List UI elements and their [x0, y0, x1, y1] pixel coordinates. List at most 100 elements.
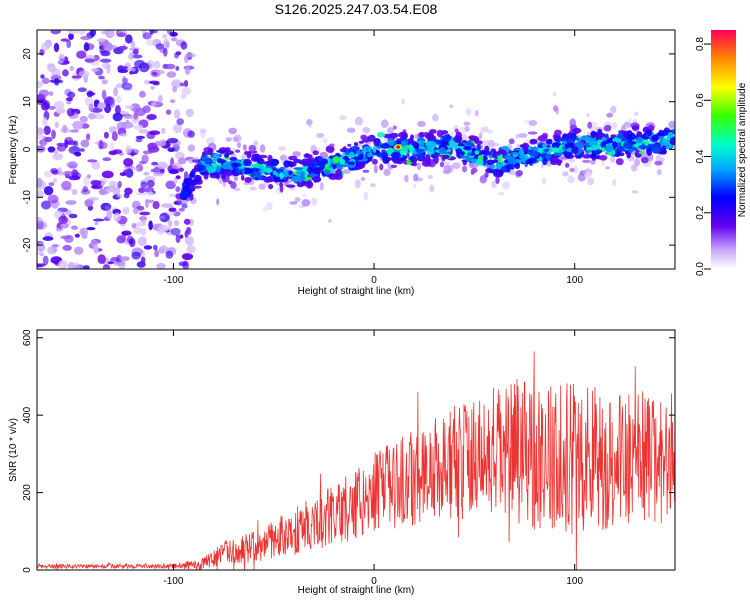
spectrogram-cell [61, 180, 72, 190]
spectrogram-cell [94, 99, 100, 105]
spectrogram-cell [347, 161, 355, 165]
spectrogram-cell [152, 201, 160, 210]
spectrogram-cell [102, 157, 112, 162]
spectrogram-cell [64, 139, 69, 149]
snr-x-tick-label: 100 [566, 576, 583, 587]
spectrogram-cell [515, 170, 523, 177]
spectrogram-cell [71, 225, 78, 230]
spectrogram-cell [582, 159, 591, 163]
spectrogram-cell [225, 137, 232, 142]
spectrogram-cell [418, 141, 426, 148]
spectrogram-cell [87, 159, 98, 163]
spectrogram-cell [58, 215, 69, 224]
spectrogram-cell [392, 125, 397, 130]
spectrogram-cell [380, 143, 391, 149]
spectrogram-cell [497, 149, 507, 155]
spectrogram-cell [183, 80, 189, 87]
spectrogram-cell [121, 121, 134, 129]
spectrogram-cell [461, 131, 466, 135]
spectrogram-cell [350, 146, 360, 152]
spectrogram-cell [50, 30, 61, 35]
spectrogram-cell [235, 149, 241, 153]
spectrogram-cell [580, 135, 590, 141]
spectrogram-cell [150, 86, 155, 90]
spectrogram-cell [136, 192, 149, 196]
spectrogram-cell [636, 136, 643, 144]
spectrogram-cell [510, 152, 520, 156]
spectrogram-cell [323, 169, 331, 176]
spectrogram-cell [206, 165, 217, 174]
spectrogram-cell [623, 122, 633, 127]
spectrogram-cell [43, 125, 51, 135]
spectrogram-cell [605, 144, 614, 153]
spectrogram-cell [389, 132, 399, 139]
spectrogram-cell [158, 215, 166, 220]
spectrogram-cell [552, 147, 559, 153]
spectrogram-cell [584, 171, 592, 179]
spectrogram-cell [167, 137, 179, 144]
spectrogram-cell [354, 179, 361, 189]
spectrogram-cell [460, 151, 465, 155]
spectrogram-x-ticks: -100 0 100 [163, 30, 583, 286]
spectrogram-cell [71, 189, 78, 195]
spectrogram-cell [106, 64, 111, 74]
spectrogram-cell [515, 133, 520, 139]
spectrogram-cell [103, 131, 109, 139]
spectrogram-cell [188, 158, 195, 164]
spectrogram-cell [659, 137, 663, 146]
colorbar-gradient [711, 30, 736, 269]
spectrogram-cell [272, 170, 277, 175]
spectrogram-cell [167, 147, 176, 152]
spectrogram-cell [179, 82, 185, 87]
spectrogram-cell [105, 97, 114, 106]
colorbar-tick-label: 0.2 [695, 205, 706, 219]
snr-y-tick-label: 200 [22, 484, 33, 501]
spectrogram-cell [334, 173, 343, 181]
spectrogram-cell [183, 54, 189, 64]
spectrogram-cell [289, 162, 294, 168]
spectrogram-cell [518, 133, 528, 138]
spectrogram-cell [121, 82, 133, 90]
spectrogram-cell [77, 87, 87, 92]
spectrogram-cell [605, 166, 610, 170]
spectrogram-cell [137, 236, 147, 247]
spectrogram-cell [507, 157, 517, 166]
spectrogram-cell [360, 134, 368, 140]
spectrogram-cell [310, 161, 319, 165]
spectrogram-cell [329, 143, 335, 147]
spectrogram-cell [68, 175, 81, 181]
spectrogram-cell [116, 254, 123, 264]
spectrogram-cell [638, 150, 645, 155]
spectrogram-cell [164, 63, 176, 70]
spectrogram-cell [178, 261, 188, 267]
spectrogram-cell [638, 144, 647, 150]
spectrogram-cell [268, 183, 274, 190]
spectrogram-cell [131, 54, 143, 59]
spectrogram-cell [410, 155, 415, 163]
spectrogram-cell [165, 180, 176, 190]
spectrogram-cell [308, 122, 312, 129]
spectrogram-cell [63, 56, 69, 63]
spectrogram-cell [552, 92, 557, 97]
spectrogram-cell [108, 150, 118, 156]
spectrogram-cell [383, 168, 391, 176]
spectrogram-cell [165, 109, 172, 115]
spectrogram-cell [399, 150, 408, 155]
spectrogram-cell [187, 144, 196, 152]
spectrogram-cell [240, 174, 245, 181]
spectrogram-cell [180, 41, 188, 50]
spectrogram-cell [102, 264, 111, 269]
spectrogram-cell [91, 68, 99, 72]
spectrogram-cell [135, 135, 146, 140]
spectrogram-cell [98, 139, 104, 150]
spectrogram-cell [60, 222, 69, 229]
spectrogram-cell [79, 227, 89, 236]
spectrogram-cell [166, 71, 177, 78]
spectrogram-cell [138, 62, 150, 73]
spectrogram-cell [243, 144, 247, 151]
spectrogram-cell [415, 148, 425, 153]
snr-frame [36, 329, 676, 571]
spectrogram-cell [484, 172, 489, 178]
spectrogram-cell [231, 162, 239, 167]
spectrogram-cell [37, 263, 44, 268]
